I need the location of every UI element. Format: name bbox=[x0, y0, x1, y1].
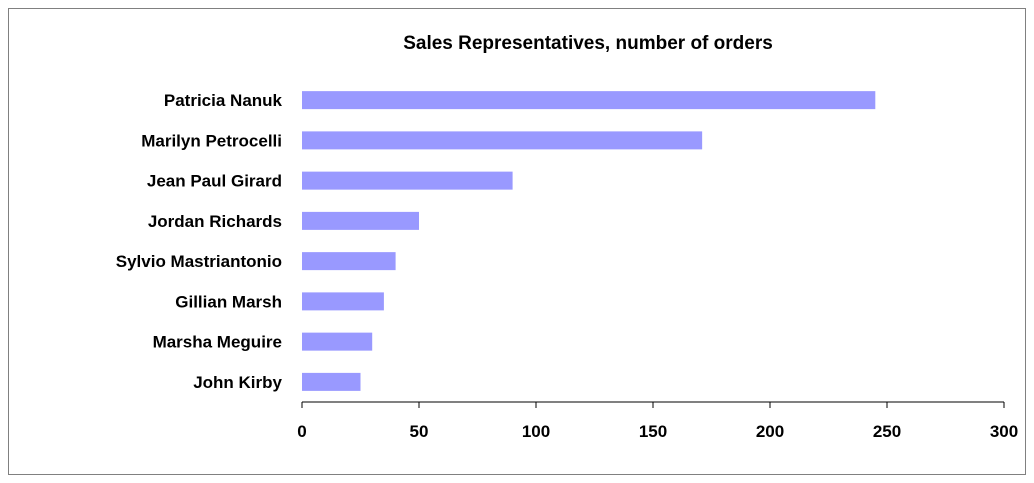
x-tick-label: 50 bbox=[410, 422, 429, 441]
category-label: Marilyn Petrocelli bbox=[141, 131, 282, 150]
x-tick-label: 0 bbox=[297, 422, 306, 441]
x-axis: 0 50 100 150 200 250 300 bbox=[297, 401, 1018, 441]
bar-john-kirby bbox=[302, 372, 361, 391]
category-label: Marsha Meguire bbox=[153, 333, 282, 352]
x-tick-label: 300 bbox=[990, 422, 1018, 441]
x-tick-label: 100 bbox=[522, 422, 550, 441]
x-tick-label: 200 bbox=[756, 422, 784, 441]
category-label: Patricia Nanuk bbox=[164, 91, 283, 110]
x-tick-label: 150 bbox=[639, 422, 667, 441]
category-label: Jean Paul Girard bbox=[147, 172, 282, 191]
category-label: Jordan Richards bbox=[148, 212, 282, 231]
category-label: Gillian Marsh bbox=[175, 292, 282, 311]
y-axis: Patricia Nanuk Marilyn Petrocelli Jean Pau… bbox=[116, 91, 283, 392]
x-tick-label: 250 bbox=[873, 422, 901, 441]
chart-frame bbox=[8, 8, 1026, 475]
category-label: John Kirby bbox=[193, 373, 282, 392]
bar-jordan-richards bbox=[302, 211, 419, 230]
bar-marsha-meguire bbox=[302, 332, 373, 351]
bar-sylvio-mastriantonio bbox=[302, 252, 396, 271]
bars-group bbox=[302, 91, 876, 391]
bar-patricia-nanuk bbox=[302, 91, 876, 110]
bar-jean-paul-girard bbox=[302, 171, 513, 190]
category-label: Sylvio Mastriantonio bbox=[116, 252, 282, 271]
bar-gillian-marsh bbox=[302, 292, 384, 311]
chart-title: Sales Representatives, number of orders bbox=[403, 33, 773, 54]
bar-marilyn-petrocelli bbox=[302, 131, 703, 150]
